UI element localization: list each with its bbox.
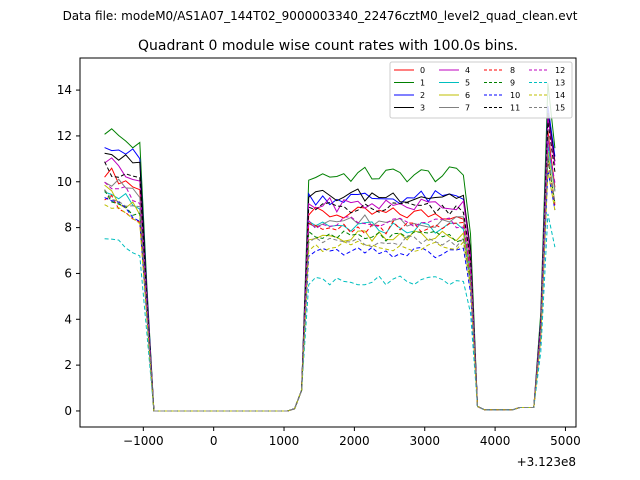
- x-tick-label: 2000: [339, 434, 370, 448]
- legend-label-3: 3: [420, 104, 425, 113]
- legend-label-1: 1: [420, 79, 425, 88]
- legend-label-11: 11: [510, 104, 520, 113]
- y-tick-label: 12: [57, 129, 72, 143]
- y-tick-label: 10: [57, 175, 72, 189]
- series-line-15: [104, 154, 556, 412]
- x-tick-label: 1000: [269, 434, 300, 448]
- x-tick-label: 5000: [550, 434, 581, 448]
- legend-label-7: 7: [465, 104, 470, 113]
- legend-label-0: 0: [420, 66, 425, 75]
- y-tick-label: 4: [64, 312, 72, 326]
- y-axis: 0 2 4 6 8 10 12 14: [57, 83, 80, 418]
- y-tick-label: 14: [57, 83, 72, 97]
- legend-label-4: 4: [465, 66, 470, 75]
- legend-box: [389, 61, 573, 119]
- y-tick-label: 0: [64, 404, 72, 418]
- legend-label-14: 14: [555, 91, 565, 100]
- x-axis: −1000 0 1000 2000 3000 4000 5000: [123, 427, 581, 448]
- axes-frame: [79, 57, 577, 428]
- legend-label-2: 2: [420, 91, 425, 100]
- legend-label-10: 10: [510, 91, 520, 100]
- y-tick-label: 6: [64, 266, 72, 280]
- x-tick-label: −1000: [123, 434, 164, 448]
- x-tick-label: 3000: [409, 434, 440, 448]
- data-file-label: Data file: modeM0/AS1A07_144T02_90000033…: [63, 9, 578, 23]
- x-tick-label: 4000: [480, 434, 511, 448]
- y-tick-label: 2: [64, 358, 72, 372]
- legend-label-9: 9: [510, 79, 515, 88]
- x-offset-label: +3.123e8: [517, 455, 576, 469]
- chart-title: Quadrant 0 module wise count rates with …: [138, 38, 518, 54]
- legend-label-15: 15: [555, 104, 565, 113]
- legend-label-6: 6: [465, 91, 470, 100]
- legend-label-8: 8: [510, 66, 515, 75]
- y-tick-label: 8: [64, 221, 72, 235]
- x-tick-label: 0: [210, 434, 218, 448]
- plot-area: [104, 83, 556, 412]
- legend-label-12: 12: [555, 66, 565, 75]
- series-line-10: [104, 170, 556, 412]
- legend-label-13: 13: [555, 79, 565, 88]
- legend-label-5: 5: [465, 79, 470, 88]
